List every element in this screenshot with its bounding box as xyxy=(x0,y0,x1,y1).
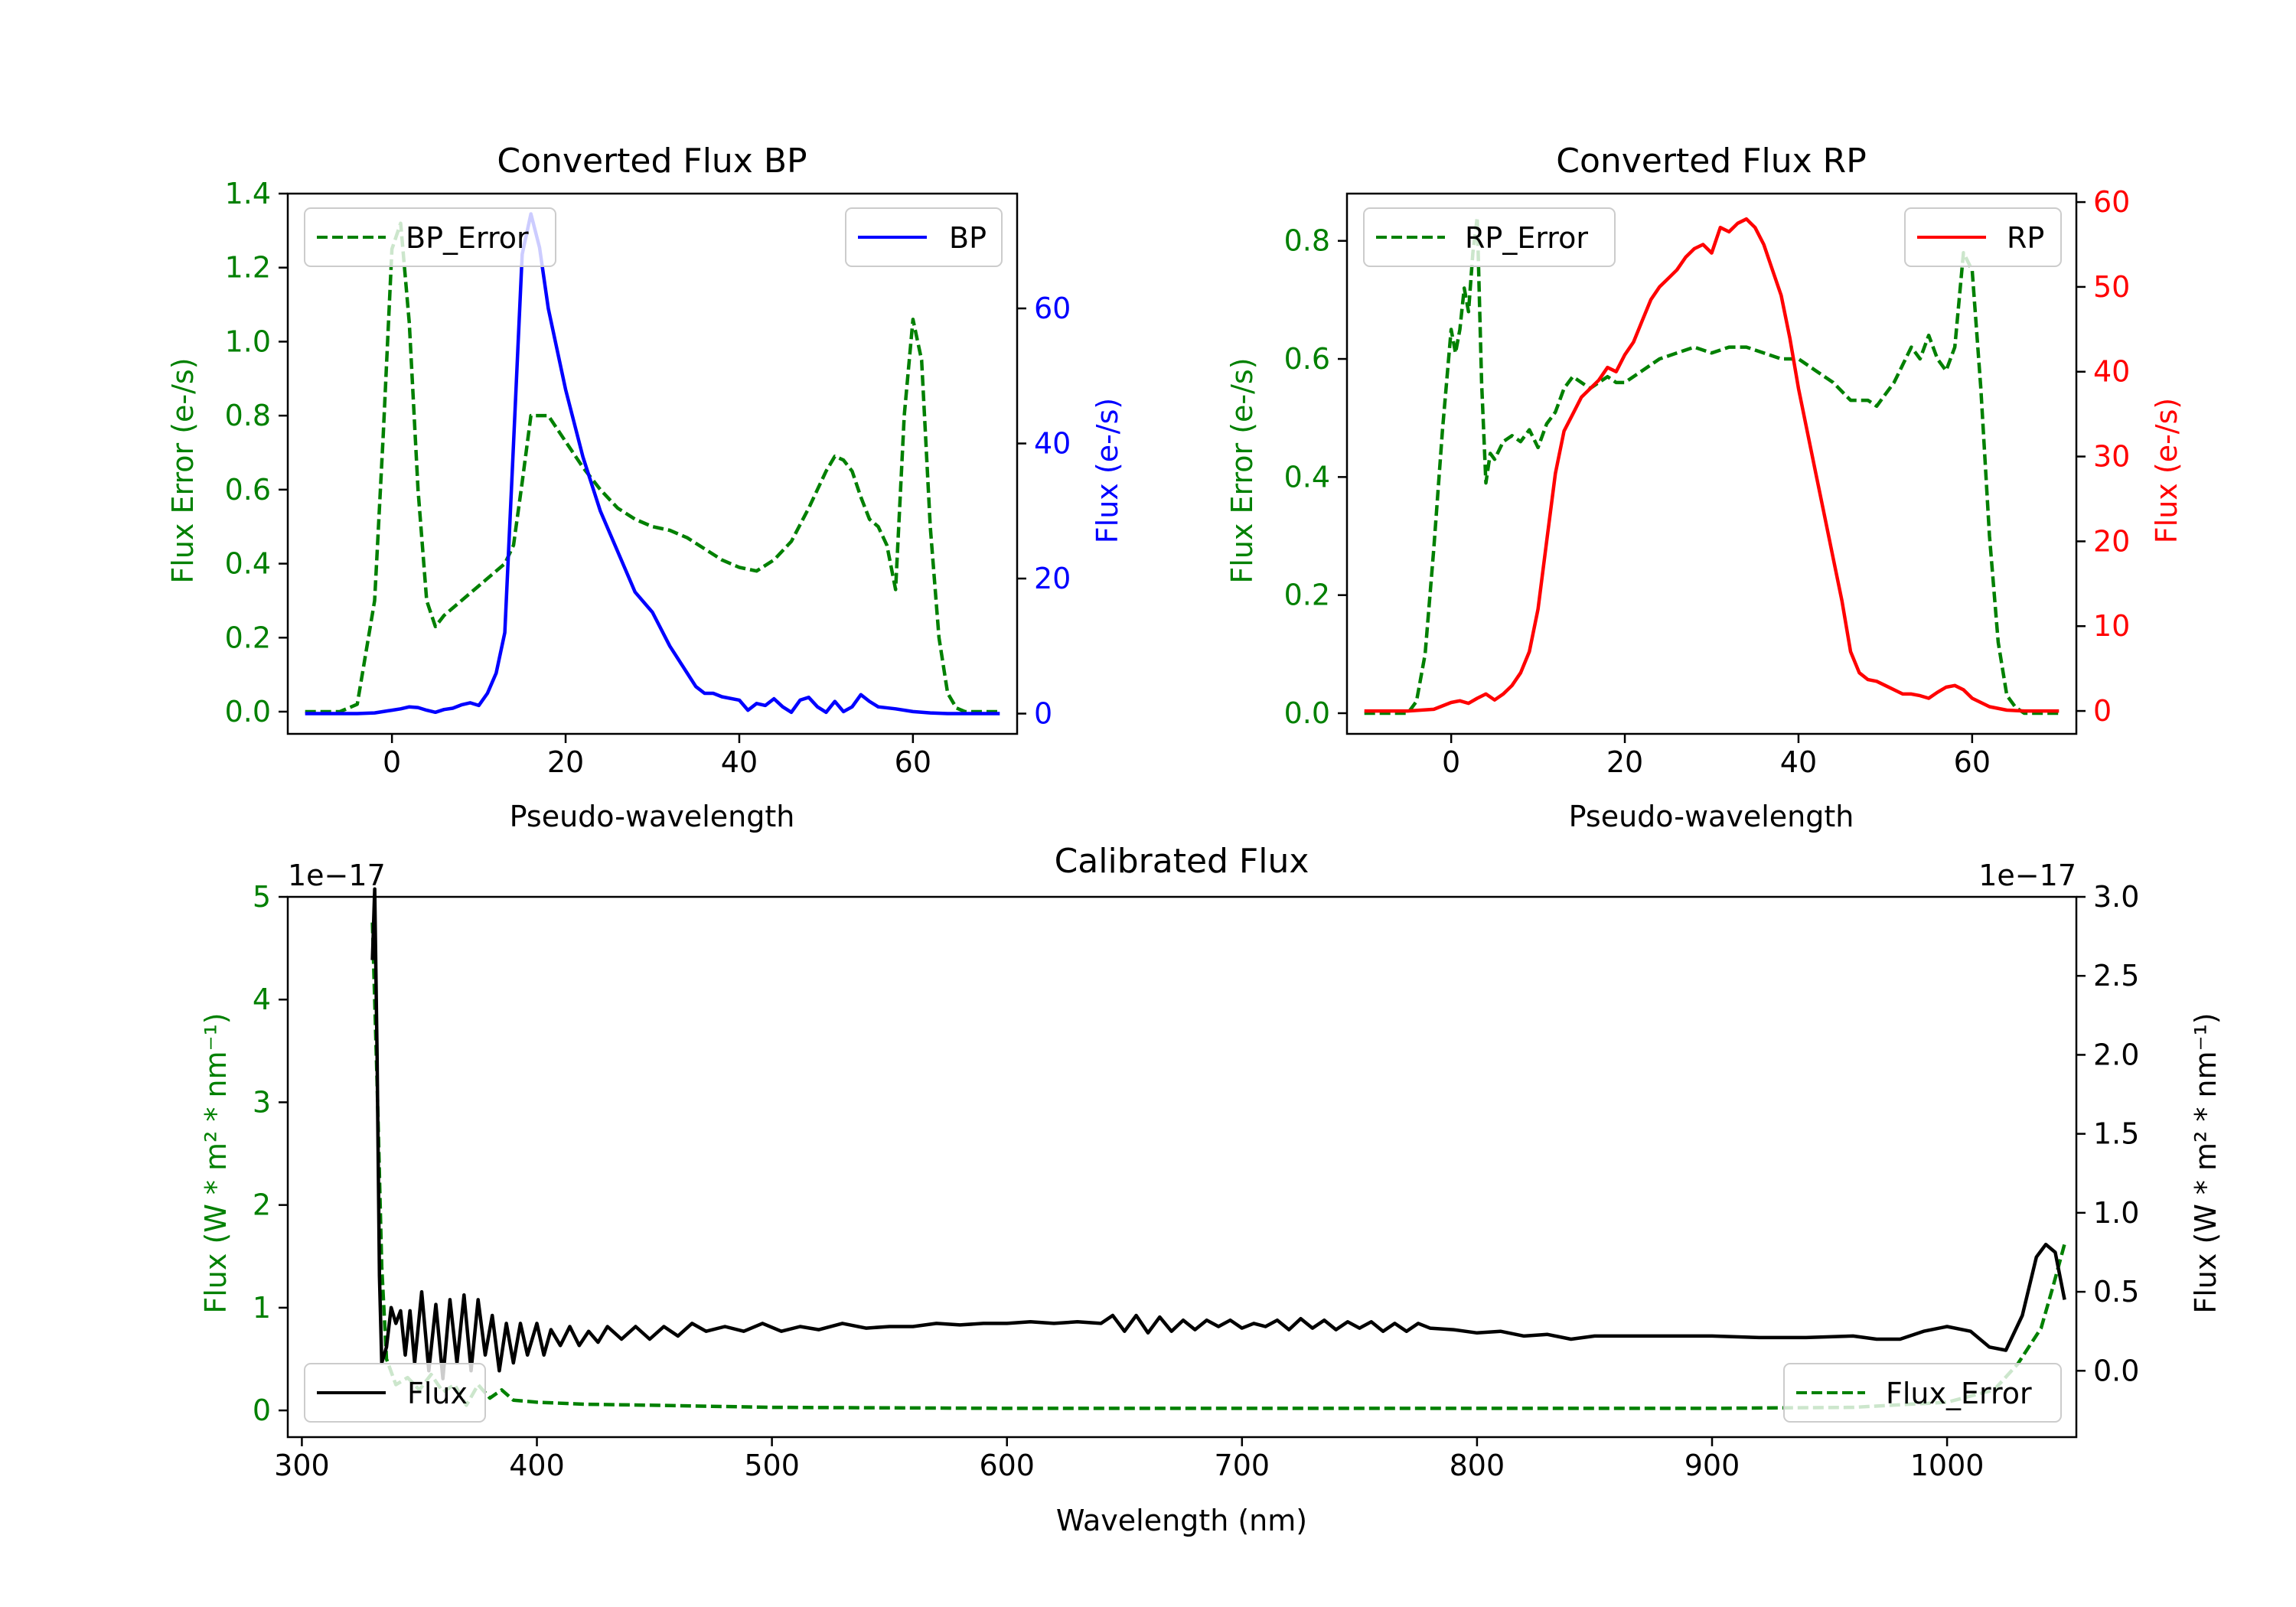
series-bp xyxy=(305,212,1000,715)
y-left-tick-label: 0.4 xyxy=(225,547,271,581)
panel-bp-axes-frame xyxy=(286,192,1019,735)
y-left-tick-label: 5 xyxy=(253,880,271,914)
y-left-tick-label: 0.4 xyxy=(1284,460,1330,494)
x-tick-label: 40 xyxy=(721,745,758,779)
y-left-tick-label: 0.6 xyxy=(225,473,271,507)
y-left-tick-label: 0.0 xyxy=(1284,696,1330,730)
chart-panel-bp: Converted Flux BP Pseudo-wavelength Flux… xyxy=(166,142,1124,833)
y-left-tick-label: 0.2 xyxy=(1284,579,1330,612)
panel-cal-axes-frame xyxy=(286,895,2078,1439)
x-tick-label: 800 xyxy=(1450,1449,1505,1482)
panel-bp-legend-flux: BP xyxy=(845,207,1003,267)
y-right-tick-label: 60 xyxy=(1034,292,1071,325)
y-left-tick-label: 0.6 xyxy=(1284,342,1330,376)
panel-cal-title: Calibrated Flux xyxy=(1055,842,1309,881)
panel-bp-ylabel-left: Flux Error (e-/s) xyxy=(166,357,200,583)
y-left-tick-label: 4 xyxy=(253,983,271,1016)
y-right-tick-label: 1.0 xyxy=(2093,1196,2139,1230)
y-right-tick-label: 10 xyxy=(2093,609,2130,643)
x-tick-label: 900 xyxy=(1684,1449,1740,1482)
x-tick-label: 500 xyxy=(744,1449,800,1482)
y-left-tick-label: 0.0 xyxy=(225,695,271,729)
y-left-tick-label: 0 xyxy=(253,1393,271,1427)
y-left-tick-label: 3 xyxy=(253,1085,271,1119)
x-tick-label: 1000 xyxy=(1910,1449,1985,1482)
y-left-tick-label: 1.2 xyxy=(225,251,271,285)
legend-box xyxy=(1363,207,1616,267)
panel-rp-title: Converted Flux RP xyxy=(1556,142,1867,181)
y-left-tick-label: 1.0 xyxy=(225,324,271,358)
panel-rp-xlabel: Pseudo-wavelength xyxy=(1569,800,1854,833)
chart-panel-calibrated: Calibrated Flux Wavelength (nm) 1e−17 1e… xyxy=(199,842,2223,1537)
x-tick-label: 0 xyxy=(1442,745,1460,779)
panel-rp-ylabel-right: Flux (e-/s) xyxy=(2150,398,2183,543)
y-left-tick-label: 1 xyxy=(253,1291,271,1325)
x-tick-label: 700 xyxy=(1215,1449,1270,1482)
panel-bp-title: Converted Flux BP xyxy=(497,142,807,181)
y-left-tick-label: 0.8 xyxy=(1284,224,1330,258)
y-right-tick-label: 40 xyxy=(1034,427,1071,461)
series-bp-error xyxy=(305,221,1000,714)
x-tick-label: 40 xyxy=(1780,745,1817,779)
panel-cal-offset-right: 1e−17 xyxy=(1978,859,2076,892)
x-tick-label: 60 xyxy=(1954,745,1991,779)
y-right-tick-label: 3.0 xyxy=(2093,880,2139,914)
x-tick-label: 0 xyxy=(383,745,401,779)
y-left-tick-label: 0.8 xyxy=(225,399,271,432)
y-right-tick-label: 0 xyxy=(1034,697,1052,731)
panel-bp-plot-layer: 0 20 40 60 0.0 0.2 0.4 0.6 0.8 1.0 1.2 1.4 0 20 40 60 xyxy=(225,177,1071,779)
panel-cal-ylabel-right: Flux (W * m² * nm⁻¹) xyxy=(2189,1012,2223,1313)
x-tick-label: 300 xyxy=(274,1449,330,1482)
legend-label-rp: RP xyxy=(2007,221,2044,255)
panel-cal-xlabel: Wavelength (nm) xyxy=(1056,1504,1307,1537)
legend-label-bp: BP xyxy=(949,221,987,255)
x-tick-label: 20 xyxy=(547,745,584,779)
panel-rp-legend-flux: RP xyxy=(1904,207,2062,267)
panel-rp-axes-frame xyxy=(1345,192,2078,735)
legend-box xyxy=(1783,1363,2062,1423)
series-rp-error xyxy=(1364,215,2060,715)
y-right-tick-label: 60 xyxy=(2093,185,2130,219)
panel-cal-legend-flux: Flux xyxy=(304,1363,486,1423)
y-left-tick-label: 0.2 xyxy=(225,621,271,654)
legend-label-bp-error: BP_Error xyxy=(406,221,529,255)
y-right-tick-label: 20 xyxy=(2093,524,2130,558)
y-right-tick-label: 40 xyxy=(2093,355,2130,389)
legend-label-flux-error: Flux_Error xyxy=(1886,1377,2032,1410)
y-left-tick-label: 2 xyxy=(253,1188,271,1222)
panel-rp-legend-error: RP_Error xyxy=(1363,207,1616,267)
panel-cal-offset-left: 1e−17 xyxy=(288,859,386,892)
x-tick-label: 600 xyxy=(979,1449,1035,1482)
y-right-tick-label: 50 xyxy=(2093,270,2130,304)
y-right-tick-label: 0 xyxy=(2093,694,2112,728)
x-tick-label: 400 xyxy=(509,1449,565,1482)
panel-rp-ylabel-left: Flux Error (e-/s) xyxy=(1225,357,1259,583)
panel-bp-ylabel-right: Flux (e-/s) xyxy=(1091,398,1124,543)
x-tick-label: 60 xyxy=(895,745,931,779)
panel-cal-ylabel-left: Flux (W * m² * nm⁻¹) xyxy=(199,1012,233,1313)
series-rp xyxy=(1364,217,2060,713)
y-right-tick-label: 0.0 xyxy=(2093,1354,2139,1387)
panel-rp-plot-layer: 0 20 40 60 0.0 0.2 0.4 0.6 0.8 0 10 20 30 40 50 60 xyxy=(1284,185,2131,779)
legend-box xyxy=(304,207,556,267)
y-left-tick-label: 1.4 xyxy=(225,177,271,210)
chart-panel-rp: Converted Flux RP Pseudo-wavelength Flux… xyxy=(1225,142,2183,833)
legend-label-rp-error: RP_Error xyxy=(1465,221,1588,255)
panel-cal-legend-error: Flux_Error xyxy=(1783,1363,2062,1423)
legend-box xyxy=(304,1363,486,1423)
panel-bp-legend-error: BP_Error xyxy=(304,207,556,267)
y-right-tick-label: 30 xyxy=(2093,440,2130,474)
y-right-tick-label: 2.5 xyxy=(2093,959,2139,993)
y-right-tick-label: 0.5 xyxy=(2093,1275,2139,1309)
legend-label-flux: Flux xyxy=(407,1377,468,1410)
panel-bp-xlabel: Pseudo-wavelength xyxy=(510,800,795,833)
y-right-tick-label: 2.0 xyxy=(2093,1038,2139,1071)
y-right-tick-label: 1.5 xyxy=(2093,1117,2139,1151)
y-right-tick-label: 20 xyxy=(1034,562,1071,595)
x-tick-label: 20 xyxy=(1606,745,1643,779)
